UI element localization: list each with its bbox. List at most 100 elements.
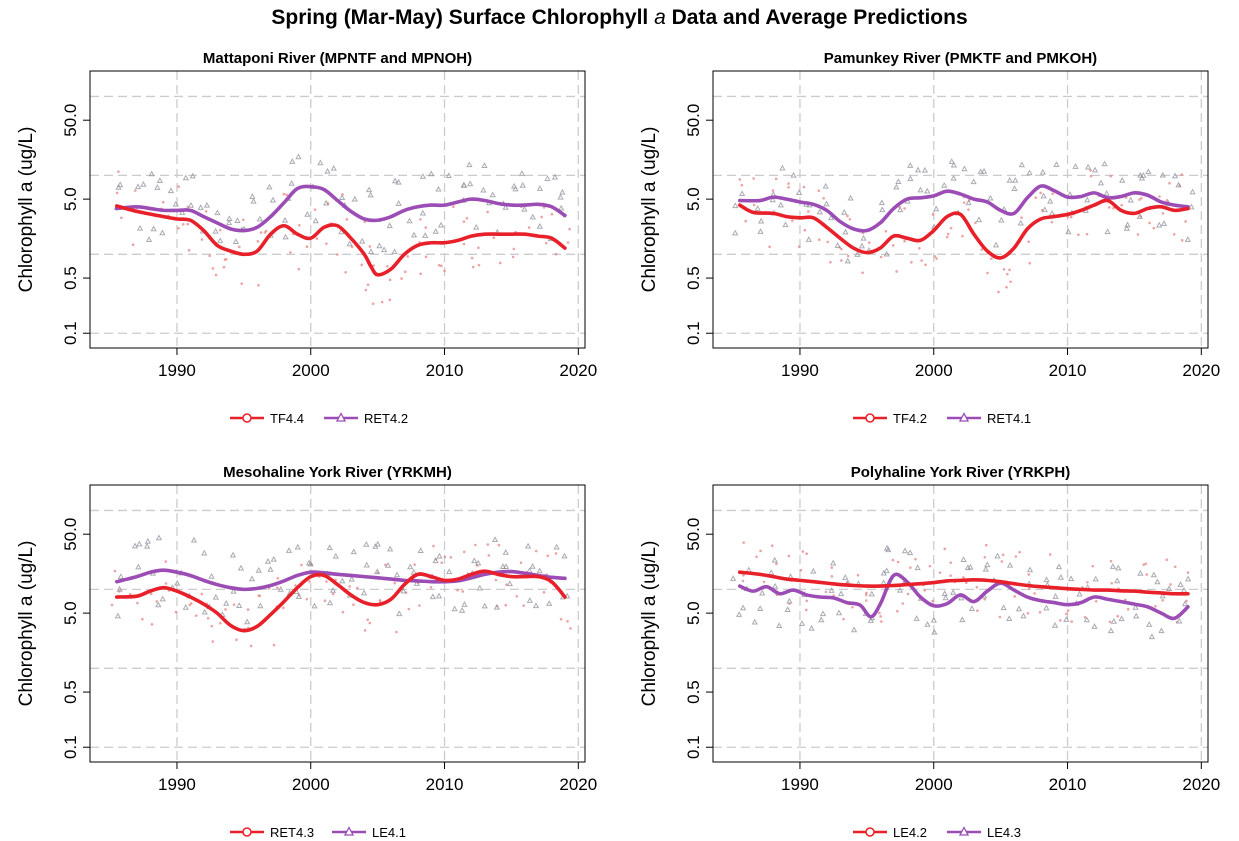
observation-point	[828, 587, 835, 593]
observation-point	[1181, 600, 1189, 607]
observation-point	[1146, 621, 1153, 627]
y-tick-label: 0.5	[61, 266, 80, 290]
observation-point	[323, 199, 330, 206]
observation-point	[1043, 576, 1050, 583]
observation-point	[1112, 206, 1115, 210]
observation-point	[201, 549, 208, 556]
observation-point	[368, 245, 372, 248]
observation-point	[212, 593, 219, 600]
observation-point	[1172, 232, 1176, 236]
observation-point	[360, 263, 363, 267]
observation-point	[140, 181, 147, 187]
observation-point	[782, 221, 789, 228]
observation-point	[249, 193, 256, 199]
observation-point	[990, 257, 993, 260]
observation-point	[263, 231, 267, 234]
observation-point	[945, 235, 949, 239]
observation-point	[515, 594, 519, 598]
observation-point	[1018, 161, 1026, 168]
observation-point	[256, 215, 263, 222]
observation-point	[462, 220, 466, 223]
observation-point	[189, 172, 196, 179]
observation-point	[835, 609, 843, 616]
observation-point	[232, 238, 240, 244]
observation-point	[307, 560, 314, 567]
observation-point	[429, 593, 437, 600]
observation-point	[512, 185, 519, 192]
observation-point	[410, 231, 418, 238]
x-tick-label: 1990	[781, 775, 819, 794]
observation-point	[443, 269, 446, 273]
observation-point	[359, 237, 366, 244]
observation-point	[1137, 569, 1144, 576]
observation-point	[1006, 176, 1013, 183]
observation-point	[830, 566, 833, 569]
observation-point	[771, 189, 775, 192]
chart-panel-4: Polyhaline York River (YRKPH) 1990 2000 201…	[639, 464, 1220, 840]
observation-point	[214, 273, 218, 277]
observation-point	[891, 558, 895, 562]
x-tick-label: 2010	[426, 775, 464, 794]
observation-point	[461, 590, 465, 593]
observation-point	[128, 592, 132, 596]
observation-point	[1109, 174, 1113, 178]
observation-point	[214, 209, 221, 216]
observation-point	[1000, 560, 1004, 563]
observation-point	[236, 602, 243, 608]
observation-point	[413, 580, 420, 586]
y-tick-label: 50.0	[61, 104, 80, 137]
observation-point	[363, 561, 370, 568]
observation-point	[177, 185, 181, 188]
observation-point	[984, 561, 991, 568]
observation-point	[1154, 578, 1161, 585]
observation-point	[933, 205, 940, 212]
observation-point	[174, 579, 181, 586]
x-tick-label: 2010	[426, 361, 464, 380]
observation-point	[848, 217, 852, 221]
panel-title: Mattaponi River (MPNTF and MPNOH)	[203, 50, 472, 67]
observation-point	[1085, 232, 1089, 236]
observation-point	[182, 174, 189, 181]
observation-point	[817, 238, 821, 242]
legend-marker	[242, 827, 252, 837]
x-tick-label: 2000	[915, 775, 953, 794]
observation-point	[136, 601, 139, 605]
observation-point	[924, 263, 927, 267]
observation-point	[804, 608, 808, 612]
observation-point	[259, 231, 263, 234]
observation-point	[880, 579, 887, 586]
observation-point	[131, 243, 135, 247]
observation-point	[1115, 564, 1122, 571]
observation-point	[755, 555, 758, 559]
observation-point	[194, 614, 198, 617]
observation-point	[536, 185, 544, 191]
observation-point	[967, 563, 974, 570]
observation-point	[1161, 598, 1164, 602]
observation-point	[474, 543, 477, 547]
observation-point	[1020, 612, 1027, 619]
observation-point	[364, 288, 368, 292]
observation-point	[120, 216, 123, 220]
observation-point	[950, 174, 957, 181]
series-line-RET4.3	[114, 569, 567, 633]
observation-point	[751, 618, 758, 625]
observation-point	[295, 593, 302, 599]
y-axis-label: Chlorophyll a (ug/L)	[16, 127, 37, 293]
observation-point	[1180, 173, 1183, 176]
observation-point	[270, 555, 277, 562]
observation-point	[943, 547, 947, 551]
observation-point	[895, 270, 898, 273]
observation-point	[740, 183, 744, 187]
y-tick-label: 0.1	[61, 321, 80, 345]
observation-point	[987, 194, 994, 201]
observation-point	[924, 621, 931, 627]
observation-point	[805, 236, 812, 242]
observation-point	[1180, 239, 1184, 242]
observation-point	[281, 216, 289, 223]
observation-point	[550, 212, 554, 216]
observation-point	[1028, 587, 1031, 591]
observation-point	[150, 623, 154, 626]
observation-point	[332, 552, 339, 559]
observation-point	[1091, 166, 1099, 173]
observation-point	[518, 170, 526, 176]
